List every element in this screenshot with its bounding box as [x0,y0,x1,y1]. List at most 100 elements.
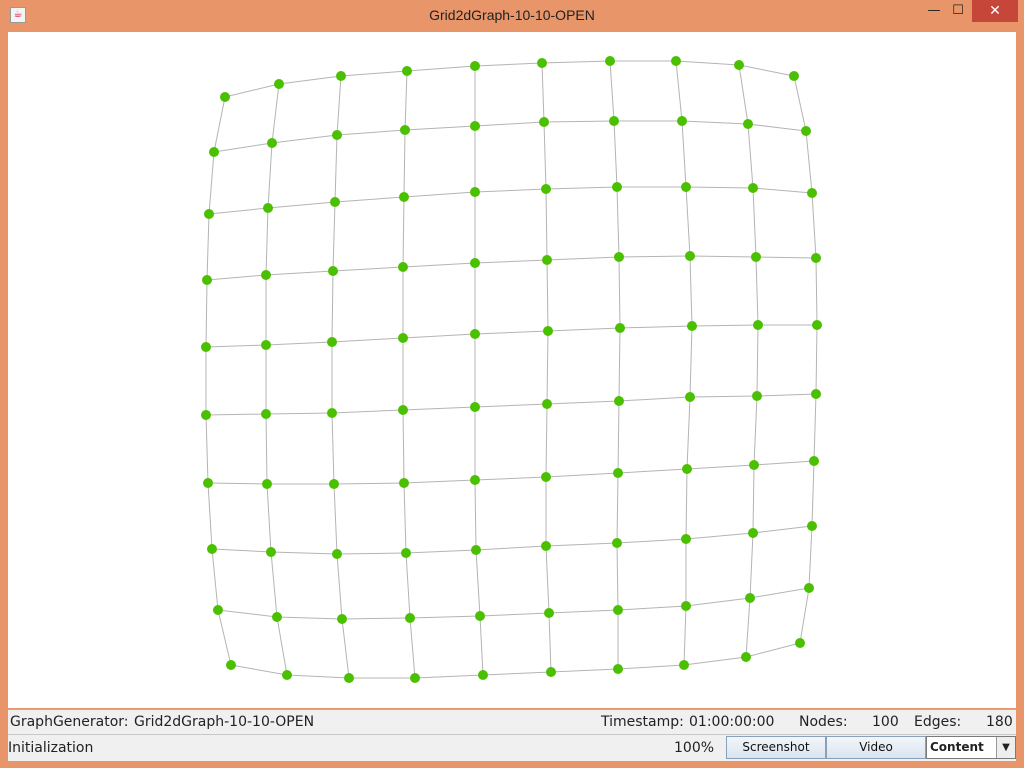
graph-node[interactable] [543,326,553,336]
graph-node[interactable] [470,402,480,412]
graph-node[interactable] [613,468,623,478]
graph-canvas[interactable] [8,32,1016,708]
graph-node[interactable] [401,548,411,558]
graph-node[interactable] [261,340,271,350]
graph-node[interactable] [612,538,622,548]
graph-node[interactable] [801,126,811,136]
graph-node[interactable] [752,391,762,401]
graph-node[interactable] [204,209,214,219]
graph-node[interactable] [671,56,681,66]
graph-node[interactable] [812,320,822,330]
graph-node[interactable] [400,125,410,135]
graph-node[interactable] [807,188,817,198]
graph-node[interactable] [470,61,480,71]
graph-node[interactable] [612,182,622,192]
graph-node[interactable] [470,329,480,339]
graph-node[interactable] [541,541,551,551]
graph-node[interactable] [330,197,340,207]
graph-node[interactable] [753,320,763,330]
graph-node[interactable] [537,58,547,68]
graph-node[interactable] [795,638,805,648]
graph-node[interactable] [332,549,342,559]
screenshot-button[interactable]: Screenshot [726,736,826,759]
graph-node[interactable] [685,251,695,261]
graph-node[interactable] [327,408,337,418]
video-button[interactable]: Video [826,736,926,759]
graph-node[interactable] [398,333,408,343]
graph-node[interactable] [207,544,217,554]
graph-node[interactable] [811,253,821,263]
java-icon[interactable]: ☕ [10,7,26,23]
graph-node[interactable] [807,521,817,531]
graph-node[interactable] [274,79,284,89]
graph-node[interactable] [743,119,753,129]
graph-node[interactable] [202,275,212,285]
graph-view[interactable] [8,32,1016,708]
graph-node[interactable] [609,116,619,126]
graph-node[interactable] [470,187,480,197]
graph-node[interactable] [615,323,625,333]
graph-node[interactable] [203,478,213,488]
graph-node[interactable] [614,396,624,406]
graph-node[interactable] [542,399,552,409]
graph-node[interactable] [614,252,624,262]
graph-node[interactable] [201,342,211,352]
graph-node[interactable] [261,270,271,280]
graph-node[interactable] [804,583,814,593]
graph-node[interactable] [263,203,273,213]
graph-node[interactable] [679,660,689,670]
graph-node[interactable] [541,472,551,482]
graph-node[interactable] [748,183,758,193]
graph-node[interactable] [398,405,408,415]
graph-node[interactable] [685,392,695,402]
graph-node[interactable] [539,117,549,127]
maximize-button[interactable]: ☐ [952,3,964,18]
graph-node[interactable] [749,460,759,470]
graph-node[interactable] [220,92,230,102]
graph-node[interactable] [209,147,219,157]
graph-node[interactable] [261,409,271,419]
graph-node[interactable] [327,337,337,347]
graph-nodes[interactable] [201,56,822,683]
graph-node[interactable] [282,670,292,680]
graph-node[interactable] [470,258,480,268]
graph-node[interactable] [741,652,751,662]
graph-node[interactable] [272,612,282,622]
graph-node[interactable] [267,138,277,148]
graph-node[interactable] [546,667,556,677]
graph-node[interactable] [687,321,697,331]
graph-node[interactable] [344,673,354,683]
graph-node[interactable] [681,601,691,611]
graph-node[interactable] [605,56,615,66]
graph-node[interactable] [399,192,409,202]
graph-node[interactable] [402,66,412,76]
graph-node[interactable] [478,670,488,680]
graph-node[interactable] [681,182,691,192]
graph-node[interactable] [544,608,554,618]
graph-node[interactable] [262,479,272,489]
graph-node[interactable] [399,478,409,488]
graph-node[interactable] [542,255,552,265]
graph-node[interactable] [471,545,481,555]
graph-node[interactable] [213,605,223,615]
graph-node[interactable] [613,605,623,615]
graph-node[interactable] [470,121,480,131]
graph-node[interactable] [681,534,691,544]
graph-node[interactable] [226,660,236,670]
graph-node[interactable] [745,593,755,603]
graph-node[interactable] [682,464,692,474]
graph-node[interactable] [475,611,485,621]
close-button[interactable]: ✕ [972,0,1018,22]
graph-node[interactable] [811,389,821,399]
graph-node[interactable] [809,456,819,466]
view-select[interactable]: Content ▼ [926,736,1016,759]
graph-node[interactable] [332,130,342,140]
graph-node[interactable] [748,528,758,538]
graph-node[interactable] [336,71,346,81]
graph-node[interactable] [734,60,744,70]
graph-node[interactable] [405,613,415,623]
graph-node[interactable] [613,664,623,674]
graph-node[interactable] [789,71,799,81]
graph-node[interactable] [751,252,761,262]
graph-node[interactable] [328,266,338,276]
